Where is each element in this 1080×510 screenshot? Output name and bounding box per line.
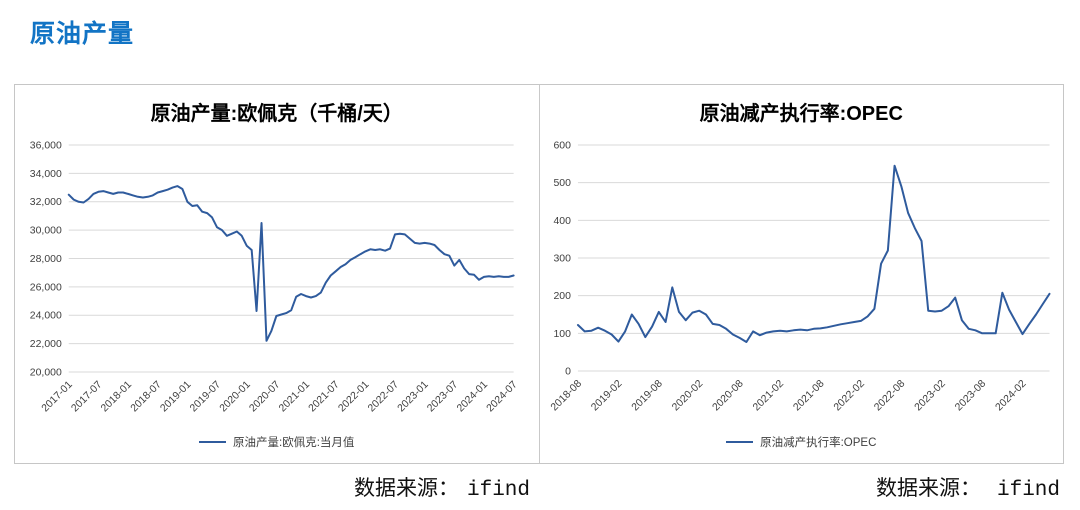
svg-text:2024-02: 2024-02 <box>993 378 1028 413</box>
legend-label: 原油减产执行率:OPEC <box>760 437 877 449</box>
svg-text:34,000: 34,000 <box>30 169 62 180</box>
data-source-value: ifind <box>466 479 530 502</box>
line-chart-opec-production: 36,000 34,000 32,000 30,000 28,000 26,000 24,0… <box>30 140 520 414</box>
svg-text:2023-07: 2023-07 <box>426 379 461 414</box>
svg-text:32,000: 32,000 <box>30 197 62 208</box>
legend-line-swatch <box>199 441 227 443</box>
chart-title-opec-compliance: 原油减产执行率:OPEC <box>699 103 903 125</box>
data-source-right: 数据来源： ifind <box>540 472 1060 502</box>
svg-text:2022-01: 2022-01 <box>337 379 372 414</box>
svg-text:2023-01: 2023-01 <box>396 379 431 414</box>
legend-line-swatch <box>726 441 754 443</box>
legend-opec-compliance: 原油减产执行率:OPEC <box>540 427 1064 457</box>
svg-text:2022-07: 2022-07 <box>366 379 401 414</box>
svg-text:2023-02: 2023-02 <box>912 378 947 413</box>
svg-text:100: 100 <box>553 329 571 340</box>
data-source-label: 数据来源： <box>353 476 459 500</box>
legend-opec-production: 原油产量:欧佩克:当月值 <box>15 427 539 457</box>
svg-text:26,000: 26,000 <box>30 282 62 293</box>
svg-text:2017-07: 2017-07 <box>70 379 105 414</box>
svg-text:2022-08: 2022-08 <box>872 378 907 413</box>
svg-text:200: 200 <box>553 291 571 302</box>
charts-container: 原油产量:欧佩克（千桶/天） 36,000 34,000 32,000 30,000 2… <box>14 84 1064 464</box>
svg-text:0: 0 <box>565 366 571 377</box>
svg-text:300: 300 <box>553 253 571 264</box>
svg-text:500: 500 <box>553 178 571 189</box>
svg-text:20,000: 20,000 <box>30 367 62 378</box>
svg-text:600: 600 <box>553 140 571 151</box>
svg-text:2024-07: 2024-07 <box>485 379 520 414</box>
svg-text:2019-07: 2019-07 <box>188 379 223 414</box>
svg-text:22,000: 22,000 <box>30 339 62 350</box>
svg-text:2019-01: 2019-01 <box>159 379 194 414</box>
svg-text:2019-08: 2019-08 <box>629 378 664 413</box>
svg-text:2021-02: 2021-02 <box>751 378 786 413</box>
page-title: 原油产量 <box>30 20 135 48</box>
svg-text:2020-07: 2020-07 <box>248 379 283 414</box>
svg-text:2018-07: 2018-07 <box>129 379 164 414</box>
svg-text:2021-01: 2021-01 <box>277 379 312 414</box>
svg-text:400: 400 <box>553 216 571 227</box>
svg-text:2020-02: 2020-02 <box>670 378 705 413</box>
svg-text:2017-01: 2017-01 <box>40 379 75 414</box>
svg-text:2024-01: 2024-01 <box>455 379 490 414</box>
svg-text:30,000: 30,000 <box>30 226 62 237</box>
svg-text:28,000: 28,000 <box>30 254 62 265</box>
svg-text:2022-02: 2022-02 <box>832 378 867 413</box>
data-source-value: ifind <box>996 479 1060 502</box>
svg-text:2018-08: 2018-08 <box>549 378 584 413</box>
svg-text:2019-02: 2019-02 <box>589 378 624 413</box>
svg-text:36,000: 36,000 <box>30 140 62 151</box>
chart-panel-opec-production: 原油产量:欧佩克（千桶/天） 36,000 34,000 32,000 30,000 2… <box>15 85 540 463</box>
svg-text:2021-07: 2021-07 <box>307 379 342 414</box>
svg-text:2020-01: 2020-01 <box>218 379 253 414</box>
svg-text:2021-08: 2021-08 <box>791 378 826 413</box>
svg-text:2023-08: 2023-08 <box>953 378 988 413</box>
legend-label: 原油产量:欧佩克:当月值 <box>233 437 355 449</box>
data-source-left: 数据来源： ifind <box>14 472 530 502</box>
chart-title-opec-production: 原油产量:欧佩克（千桶/天） <box>150 103 403 125</box>
svg-text:2018-01: 2018-01 <box>99 379 134 414</box>
svg-text:24,000: 24,000 <box>30 311 62 322</box>
data-source-label: 数据来源： <box>875 476 981 500</box>
chart-panel-opec-compliance: 原油减产执行率:OPEC 600 500 400 300 200 100 0 2018-08 2… <box>540 85 1064 463</box>
svg-text:2020-08: 2020-08 <box>710 378 745 413</box>
